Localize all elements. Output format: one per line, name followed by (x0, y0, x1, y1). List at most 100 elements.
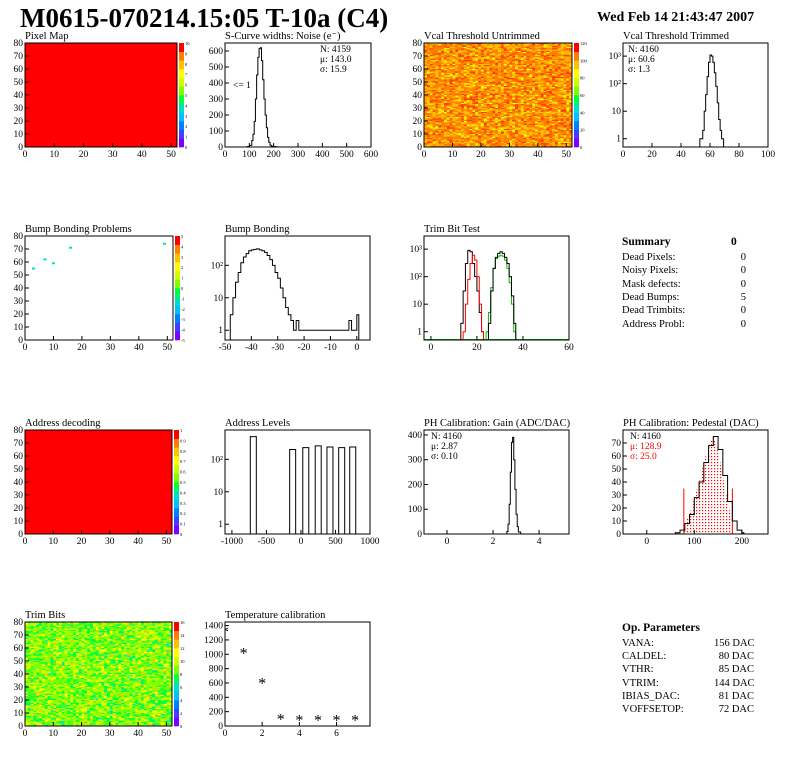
heatmap-cell (554, 92, 559, 95)
heatmap-cell (520, 115, 525, 118)
heatmap-cell (146, 629, 150, 632)
heatmap-cell (435, 145, 439, 147)
heatmap-cell (95, 629, 99, 632)
heatmap-cell (449, 63, 453, 66)
heatmap-cell (486, 127, 490, 130)
heatmap-cell (500, 136, 505, 139)
heatmap-cell (549, 66, 553, 69)
heatmap-cell (500, 140, 505, 143)
heatmap-cell (472, 119, 476, 122)
heatmap-cell (560, 105, 564, 108)
heatmap-cell (452, 132, 456, 135)
heatmap-cell (498, 136, 502, 139)
heatmap-cell (532, 62, 536, 65)
heatmap-cell (495, 82, 499, 84)
heatmap-cell (529, 114, 533, 117)
heatmap-cell (452, 85, 456, 88)
heatmap-cell (540, 102, 544, 105)
heatmap-cell (506, 87, 510, 89)
heatmap-cell (492, 105, 496, 108)
heatmap-cell (478, 128, 482, 131)
heatmap-cell (441, 114, 445, 117)
heatmap-cell (517, 119, 522, 122)
heatmap-cell (512, 105, 516, 108)
x-tick-label: 10 (49, 150, 59, 160)
heatmap-cell (475, 46, 479, 49)
heatmap-cell (549, 48, 553, 50)
heatmap-cell (480, 105, 485, 108)
colorbar-cell (175, 296, 180, 306)
heatmap-cell (438, 63, 442, 66)
heatmap-cell (509, 110, 513, 113)
heatmap-cell (429, 65, 433, 67)
heatmap-cell (560, 115, 564, 118)
heatmap-cell (563, 128, 567, 131)
heatmap-cell (123, 622, 128, 624)
heatmap-cell (569, 110, 572, 113)
heatmap-cell (446, 106, 451, 109)
heatmap-cell (529, 134, 533, 136)
heatmap-cell (535, 92, 539, 95)
heatmap-cell (495, 145, 499, 147)
heatmap-cell (39, 622, 43, 624)
heatmap-cell (540, 106, 544, 109)
heatmap-cell (517, 132, 522, 135)
heatmap-cell (475, 63, 479, 66)
heatmap-cell (509, 62, 513, 65)
heatmap-cell (506, 74, 510, 76)
x-tick-label: -500 (258, 537, 276, 547)
heatmap-cell (563, 79, 567, 82)
heatmap-cell (554, 46, 559, 49)
heatmap-cell (506, 96, 510, 98)
heatmap-cell (438, 114, 442, 117)
heatmap-cell (461, 140, 465, 143)
heatmap-cell (429, 106, 433, 109)
heatmap-cell (472, 130, 476, 132)
heatmap-cell (452, 93, 456, 96)
heatmap-cell (532, 84, 536, 87)
heatmap-cell (546, 113, 550, 115)
heatmap-cell (446, 118, 451, 121)
colorbar-cell (179, 121, 184, 130)
heatmap-cell (486, 97, 490, 100)
heatmap-cell (472, 61, 476, 63)
heatmap-cell (509, 45, 513, 48)
heatmap-cell (557, 137, 562, 140)
heatmap-cell (543, 123, 547, 126)
heatmap-cell (426, 56, 431, 58)
heatmap-cell (495, 114, 499, 117)
heatmap-cell (475, 115, 479, 118)
x-tick-label: 20 (647, 150, 657, 160)
heatmap-cell (532, 105, 536, 108)
heatmap-cell (152, 625, 156, 628)
heatmap-cell (492, 134, 496, 136)
heatmap-cell (503, 114, 507, 117)
heatmap-cell (492, 118, 496, 121)
heatmap-cell (512, 57, 516, 59)
heatmap-cell (560, 131, 564, 134)
heatmap-cell (566, 96, 570, 98)
heatmap-cell (449, 88, 453, 91)
heatmap-cell (469, 67, 473, 70)
heatmap-cell (469, 92, 473, 95)
heatmap-cell (526, 114, 530, 117)
heatmap-cell (458, 58, 462, 61)
heatmap-cell (140, 623, 145, 625)
heatmap-cell (537, 117, 542, 119)
heatmap-cell (483, 85, 488, 88)
heatmap-cell (486, 78, 490, 80)
heatmap-cell (535, 43, 539, 45)
heatmap-cell (469, 95, 473, 97)
colorbar-cell (174, 482, 179, 491)
heatmap-cell (512, 49, 516, 52)
heatmap-cell (432, 108, 436, 110)
heatmap-cell (461, 85, 465, 88)
heatmap-cell (569, 143, 572, 145)
heatmap-cell (566, 70, 570, 72)
heatmap-cell (455, 109, 459, 111)
heatmap-cell (569, 139, 572, 141)
heatmap-cell (472, 50, 476, 53)
heatmap-cell (61, 623, 65, 625)
heatmap-cell (58, 629, 63, 632)
heatmap-cell (509, 113, 513, 115)
